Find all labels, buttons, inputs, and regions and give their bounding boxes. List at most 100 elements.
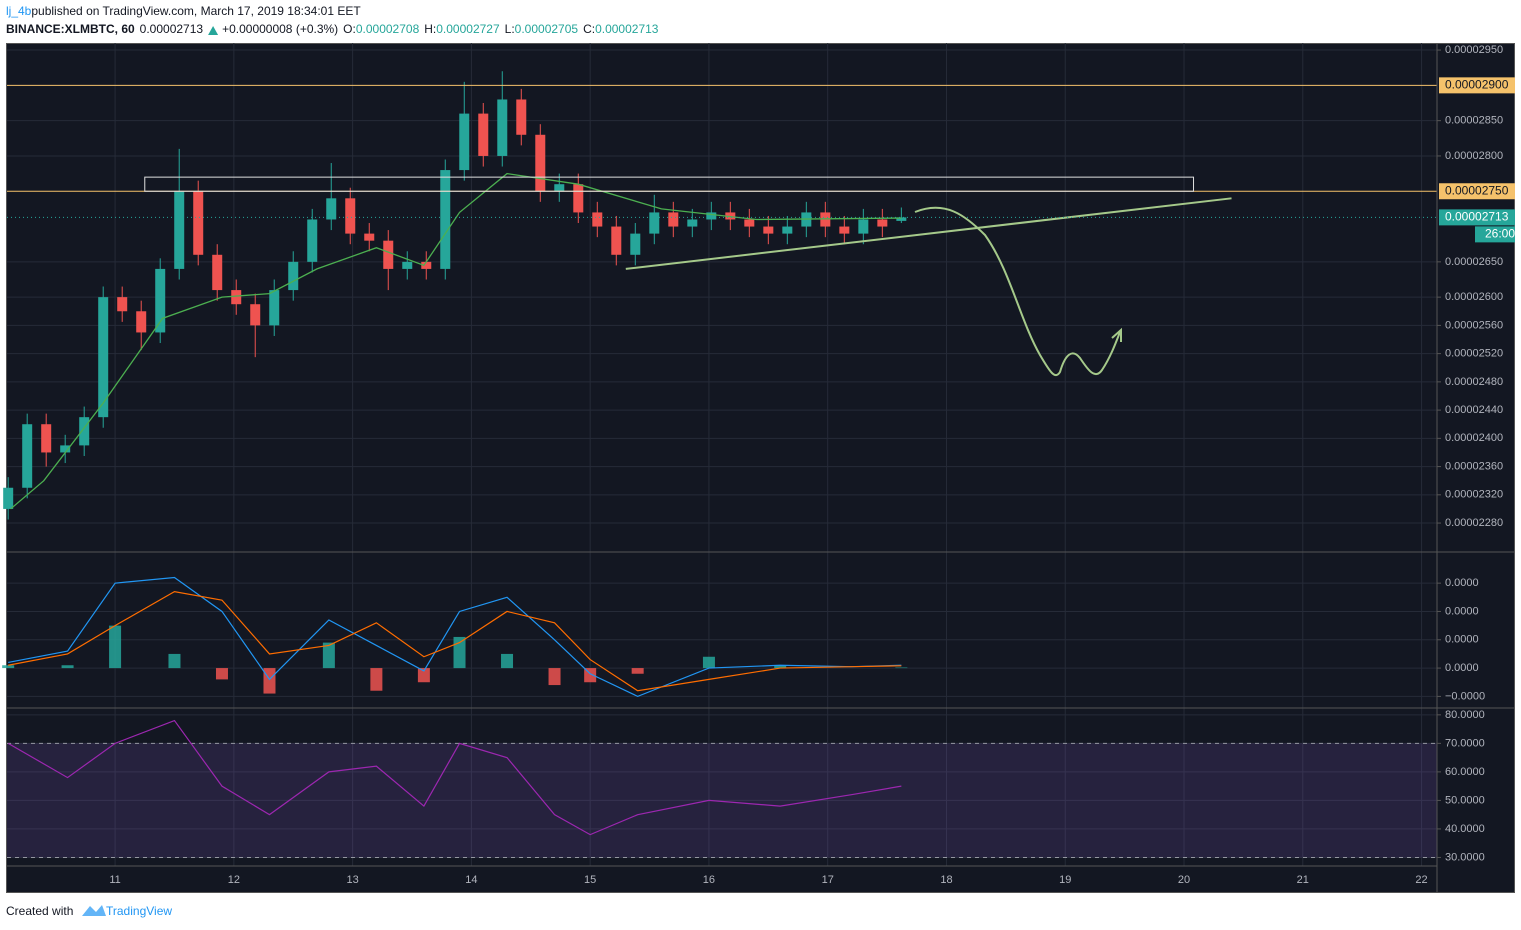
y-tick-label: 0.00002400	[1445, 432, 1503, 444]
last-price: 0.00002713	[140, 22, 204, 36]
x-tick-label: 17	[822, 874, 834, 886]
candle-body	[288, 261, 299, 291]
ohlc-value: 0.00002727	[436, 22, 500, 36]
x-tick-label: 12	[228, 874, 240, 886]
y-tick-label: 40.0000	[1445, 823, 1485, 835]
candle-body	[250, 304, 261, 326]
candle-body	[212, 254, 223, 291]
candle-body	[763, 226, 774, 234]
x-tick-label: 20	[1178, 874, 1190, 886]
ohlc-key: C:	[583, 22, 595, 36]
price-line-label: 0.00002750	[1445, 183, 1509, 197]
x-tick-label: 19	[1059, 874, 1071, 886]
x-tick-label: 13	[346, 874, 358, 886]
candle-body	[79, 417, 90, 446]
histogram-bar	[895, 667, 908, 669]
pane: 80.0000 70.0000 60.0000 50.0000 40.0000 30.00…	[7, 708, 1485, 886]
candle-body	[117, 297, 128, 312]
histogram-bar	[2, 665, 15, 669]
candle-body	[41, 424, 52, 453]
candle-body	[136, 311, 147, 333]
ohlc-value: 0.00002713	[595, 22, 659, 36]
price-line-label: 0.00002900	[1445, 78, 1509, 92]
pane: 0.00002950 0.00002850 0.00002800 0.00002650…	[3, 43, 1515, 552]
y-tick-label: 0.00002440	[1445, 404, 1503, 416]
candle-body	[554, 184, 565, 192]
candle-body	[231, 290, 242, 305]
rsi-band	[7, 743, 1437, 858]
histogram-bar	[109, 625, 122, 669]
brand[interactable]: TradingView	[106, 904, 172, 918]
author[interactable]: lj_4b	[6, 4, 32, 18]
y-tick-label: 0.0000	[1445, 634, 1479, 646]
candle-body	[839, 226, 850, 234]
candle-body	[478, 113, 489, 156]
histogram-bar	[702, 656, 715, 669]
y-tick-label: 0.00002480	[1445, 376, 1503, 388]
y-tick-label: 0.00002850	[1445, 115, 1503, 127]
histogram-bar	[322, 642, 335, 669]
candle-body	[326, 198, 337, 220]
y-tick-label: 70.0000	[1445, 737, 1485, 749]
signal-line	[8, 591, 902, 692]
candle-body	[22, 424, 33, 488]
projection-arrow	[1111, 327, 1122, 342]
histogram-bar	[168, 653, 181, 669]
histogram-bar	[370, 668, 383, 691]
candle-body	[592, 212, 603, 227]
histogram-bar	[548, 668, 561, 686]
y-tick-label: 0.00002950	[1445, 44, 1503, 56]
x-tick-label: 21	[1297, 874, 1309, 886]
chart-frame	[6, 43, 1515, 893]
y-tick-label: 80.0000	[1445, 709, 1485, 721]
candle-body	[611, 226, 622, 255]
moving-average	[10, 172, 902, 510]
candle-body	[174, 191, 185, 269]
candle-body	[402, 261, 413, 269]
ohlc-key: H:	[424, 22, 436, 36]
candle-body	[858, 219, 869, 234]
candle-body	[668, 212, 679, 227]
countdown: 26:00	[1485, 227, 1515, 241]
candle-body	[706, 212, 717, 220]
brand-logo[interactable]	[82, 905, 106, 916]
y-tick-label: 0.0000	[1445, 577, 1479, 589]
candle-body	[98, 297, 109, 418]
histogram-bar	[774, 665, 787, 669]
x-tick-label: 15	[584, 874, 596, 886]
ohlc-value: 0.00002708	[356, 22, 420, 36]
published-note: published on TradingView.com, March 17, …	[31, 4, 361, 18]
up-arrow	[208, 26, 219, 35]
candle-body	[573, 184, 584, 213]
y-tick-label: 0.00002360	[1445, 460, 1503, 472]
symbol: BINANCE:XLMBTC, 60	[6, 22, 135, 36]
candle-body	[744, 219, 755, 227]
candle-body	[364, 233, 375, 241]
zone-rectangle	[144, 176, 1195, 192]
x-tick-label: 11	[109, 874, 120, 886]
candle-body	[820, 212, 831, 227]
y-tick-label: 0.00002280	[1445, 517, 1503, 529]
histogram-bar	[215, 668, 228, 680]
y-tick-label: −0.0000	[1445, 690, 1485, 702]
y-tick-label: 0.0000	[1445, 662, 1479, 674]
pane: 0.0000 0.0000 0.0000 0.0000 −0.0000	[2, 552, 1485, 708]
price-line-tag	[1439, 183, 1515, 200]
histogram-bar	[631, 668, 644, 674]
candle-body	[383, 240, 394, 269]
candle-body	[497, 99, 508, 156]
candle-body	[687, 219, 698, 227]
y-tick-label: 0.0000	[1445, 605, 1479, 617]
price-line-tag	[1439, 77, 1515, 94]
candle-body	[896, 217, 907, 221]
x-tick-label: 16	[703, 874, 715, 886]
candle-body	[516, 99, 527, 135]
candle-body	[345, 198, 356, 234]
candle-body	[782, 226, 793, 234]
y-tick-label: 50.0000	[1445, 794, 1485, 806]
histogram-bar	[417, 668, 430, 683]
y-tick-label: 0.00002600	[1445, 291, 1503, 303]
candle-body	[535, 134, 546, 192]
ohlc-key: O:	[343, 22, 356, 36]
